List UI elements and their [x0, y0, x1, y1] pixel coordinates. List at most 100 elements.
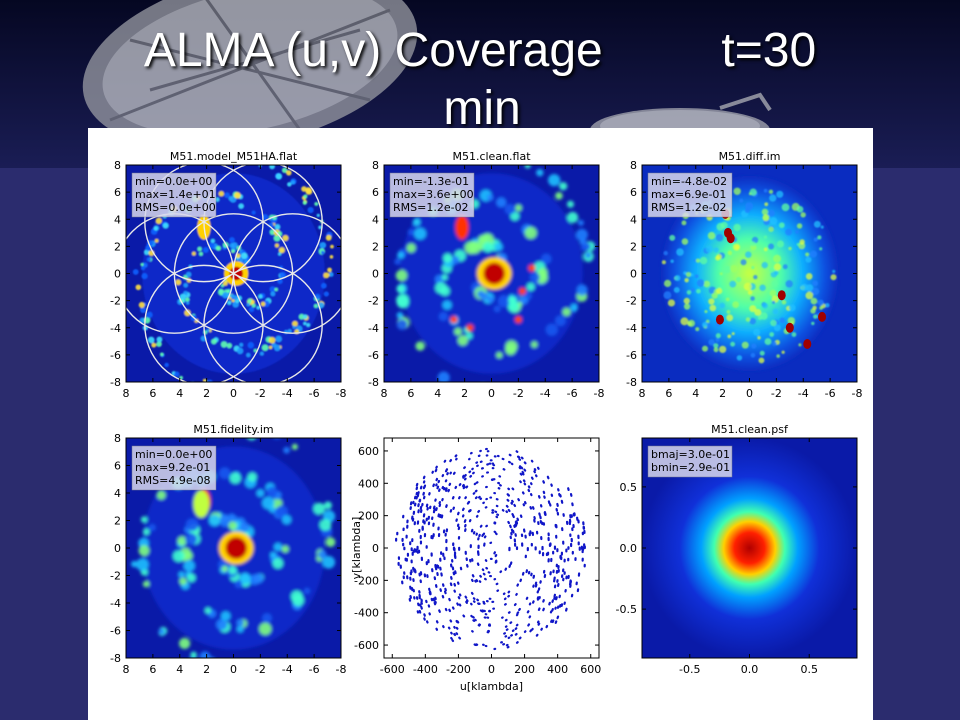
residual-speckle	[795, 230, 799, 234]
stats-line: max=1.4e+01	[135, 188, 216, 201]
uv-center-hole	[488, 544, 496, 552]
residual-speckle	[728, 250, 732, 254]
residual-speckle	[769, 190, 773, 194]
galaxy-emission-knot	[227, 301, 231, 305]
galaxy-emission-knot	[555, 315, 566, 326]
uv-track	[517, 642, 518, 643]
residual-speckle	[702, 346, 708, 352]
galaxy-emission-knot	[487, 296, 494, 303]
residual-speckle	[769, 267, 774, 272]
uv-track	[529, 486, 530, 487]
y-tick-label: -0.5	[616, 603, 637, 616]
uv-track	[457, 603, 458, 604]
galaxy-emission-knot	[237, 348, 243, 354]
uv-track	[473, 620, 474, 621]
residual-speckle	[664, 280, 671, 287]
residual-speckle	[716, 338, 720, 342]
galaxy-emission-knot	[515, 205, 522, 212]
galaxy-emission-knot	[179, 578, 186, 585]
stats-line: max=3.6e+00	[393, 188, 474, 201]
galaxy-emission-knot	[199, 252, 203, 256]
galaxy-emission-knot	[224, 192, 230, 198]
galaxy-emission-knot	[442, 274, 448, 280]
uv-track	[453, 607, 454, 608]
uv-track	[456, 455, 457, 456]
residual-speckle	[805, 292, 813, 300]
uv-track	[468, 502, 469, 503]
galaxy-emission-knot	[548, 174, 560, 186]
residual-speckle	[757, 336, 761, 340]
uv-track	[457, 628, 458, 629]
residual-speckle	[818, 300, 824, 306]
uv-track	[453, 640, 454, 641]
residual-speckle	[785, 229, 792, 236]
uv-track	[478, 511, 479, 512]
x-tick-label: -200	[446, 663, 471, 676]
uv-track	[474, 493, 475, 494]
x-tick-label: 200	[514, 663, 535, 676]
residual-speckle	[762, 303, 768, 309]
residual-speckle	[764, 236, 767, 239]
residual-speckle	[759, 285, 765, 291]
uv-track	[528, 624, 529, 625]
residual-speckle	[814, 221, 821, 228]
galaxy-emission-knot	[320, 519, 332, 531]
galaxy-emission-knot	[141, 516, 148, 523]
residual-speckle	[706, 246, 713, 253]
galaxy-emission-knot	[249, 307, 254, 312]
galaxy-emission-knot	[397, 252, 404, 259]
residual-speckle	[770, 217, 778, 225]
residual-speckle	[686, 272, 691, 277]
residual-speckle	[727, 334, 731, 338]
residual-speckle	[730, 342, 735, 347]
x-tick-label: 4	[692, 387, 699, 400]
uv-track	[474, 601, 475, 602]
residual-speckle	[805, 257, 811, 263]
galaxy-emission-knot	[286, 170, 292, 176]
x-tick-label: 4	[176, 663, 183, 676]
uv-track	[434, 599, 435, 601]
chart-title: M51.clean.psf	[711, 423, 789, 436]
galaxy-emission-knot	[320, 242, 326, 248]
residual-speckle	[754, 309, 761, 316]
galaxy-emission-knot	[154, 226, 158, 230]
residual-speckle	[763, 215, 768, 220]
x-tick-label: -2	[513, 387, 524, 400]
galaxy-emission-knot	[219, 191, 224, 196]
x-tick-label: 0	[230, 387, 237, 400]
uv-track	[523, 492, 524, 493]
residual-speckle	[732, 301, 739, 308]
galaxy-emission-knot	[164, 363, 168, 367]
uv-track	[453, 497, 454, 498]
residual-speckle	[760, 312, 767, 319]
uv-track	[530, 630, 531, 631]
residual-speckle	[819, 247, 822, 250]
uv-track	[523, 474, 524, 475]
uv-track	[509, 565, 510, 567]
x-tick-label: -4	[540, 387, 551, 400]
galaxy-emission-knot	[252, 211, 256, 215]
stats-line: RMS=4.9e-08	[135, 474, 211, 487]
galaxy-emission-knot	[230, 472, 241, 483]
uv-track	[463, 616, 464, 617]
stats-line: RMS=0.0e+00	[135, 201, 216, 214]
uv-track	[464, 467, 465, 468]
uv-track	[514, 505, 515, 506]
galaxy-emission-knot	[227, 343, 232, 348]
galaxy-emission-knot	[185, 533, 197, 545]
residual-speckle	[776, 191, 783, 198]
galaxy-emission-knot	[247, 303, 251, 307]
galaxy-emission-knot	[567, 201, 574, 208]
uv-track	[510, 526, 511, 527]
stats-line: min=0.0e+00	[135, 448, 212, 461]
uv-track	[463, 476, 464, 477]
galaxy-core	[225, 537, 247, 559]
residual-speckle	[768, 226, 774, 232]
residual-speckle	[719, 303, 725, 309]
galaxy-emission-knot	[292, 326, 295, 329]
residual-speckle	[788, 247, 791, 250]
galaxy-emission-knot	[159, 628, 165, 634]
galaxy-emission-knot	[279, 247, 285, 253]
